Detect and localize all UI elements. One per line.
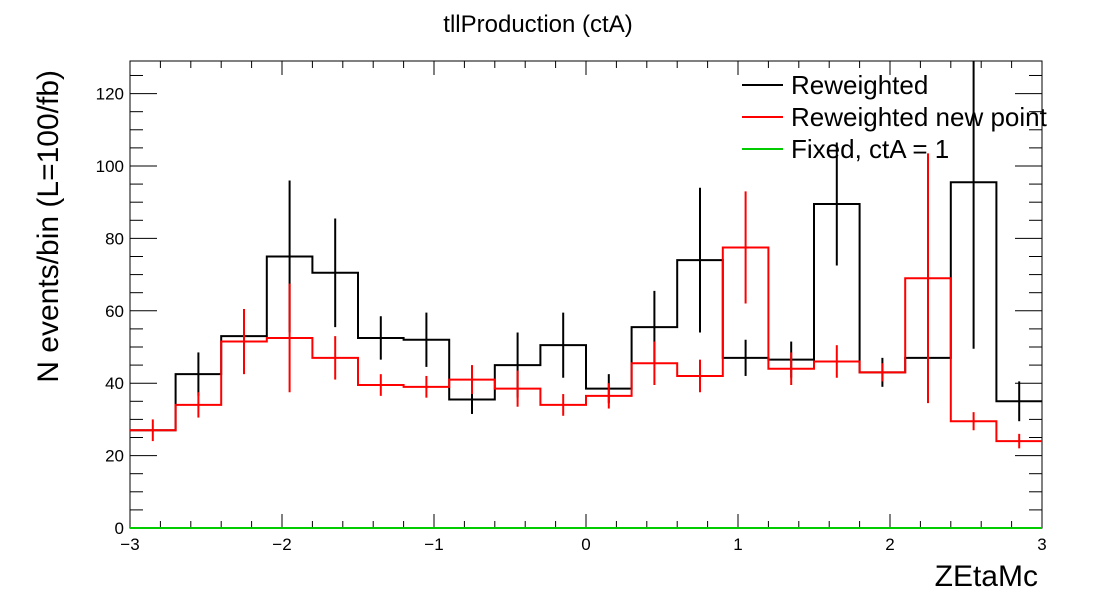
x-tick-label: −3 <box>120 535 139 554</box>
axis-ticks: −3 −2 −1 0 1 2 3 0 20 40 60 80 100 120 <box>96 61 1047 554</box>
y-axis-label: N events/bin (L=100/fb) <box>32 70 65 383</box>
x-tick-label: 1 <box>733 535 742 554</box>
y-tick-label: 40 <box>105 374 124 393</box>
y-tick-label: 0 <box>115 519 124 538</box>
y-tick-label: 60 <box>105 302 124 321</box>
x-tick-label: −2 <box>272 535 291 554</box>
x-tick-label: 3 <box>1037 535 1046 554</box>
legend-entry: Reweighted <box>791 70 928 100</box>
x-tick-label: 2 <box>885 535 894 554</box>
chart-title: tllProduction (ctA) <box>443 11 632 38</box>
series-1 <box>130 153 1042 449</box>
legend-entry: Reweighted new point <box>791 102 1048 132</box>
y-tick-label: 80 <box>105 229 124 248</box>
legend-entry: Fixed, ctA = 1 <box>791 134 949 164</box>
y-tick-label: 120 <box>96 85 124 104</box>
x-axis-label: ZEtaMc <box>935 560 1038 593</box>
series-layer <box>130 61 1042 529</box>
x-tick-label: 0 <box>581 535 590 554</box>
y-tick-label: 20 <box>105 447 124 466</box>
y-tick-label: 100 <box>96 157 124 176</box>
x-tick-label: −1 <box>424 535 443 554</box>
